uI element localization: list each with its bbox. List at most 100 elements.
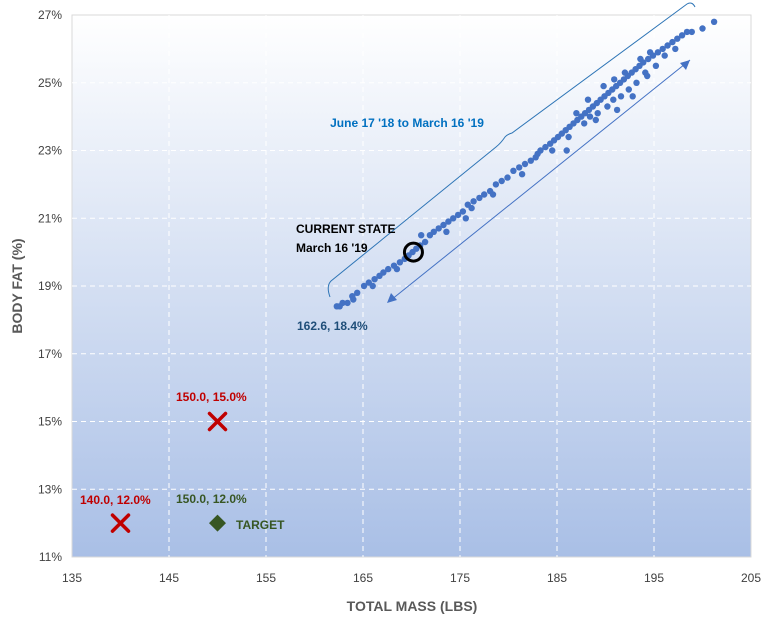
- data-point: [369, 282, 376, 290]
- x-tick-label: 185: [547, 571, 567, 585]
- x-tick-label: 205: [741, 571, 761, 585]
- x-tick-label: 165: [353, 571, 373, 585]
- arrow-head-down: [387, 293, 397, 303]
- data-point: [645, 55, 652, 63]
- goal-marker-140-12: [110, 513, 131, 533]
- y-tick-label: 19%: [38, 279, 62, 293]
- arrow-head-up: [680, 60, 690, 70]
- data-point: [629, 93, 636, 100]
- y-tick-label: 25%: [38, 76, 62, 90]
- plot-area: [71, 14, 752, 558]
- data-point: [435, 225, 442, 232]
- period-bracket: [327, 2, 696, 298]
- data-point: [396, 259, 404, 266]
- target-label: TARGET: [236, 518, 285, 532]
- data-point: [527, 157, 534, 164]
- data-point: [621, 69, 629, 76]
- data-point: [646, 49, 654, 56]
- data-point: [470, 198, 477, 205]
- current-state-title: CURRENT STATE: [296, 222, 396, 236]
- data-point: [354, 289, 361, 296]
- target-value-label: 150.0, 12.0%: [176, 492, 247, 506]
- goal-x-stroke: [110, 513, 131, 533]
- data-point: [418, 232, 425, 239]
- data-point: [468, 204, 475, 212]
- data-point: [652, 62, 660, 69]
- data-point: [454, 211, 462, 219]
- data-point: [443, 228, 450, 235]
- x-tick-label: 135: [62, 571, 82, 585]
- data-point: [683, 28, 691, 36]
- trend-arrow-up: [390, 59, 691, 301]
- x-tick-label: 175: [450, 571, 470, 585]
- data-point: [360, 282, 368, 290]
- x-tick-label: 145: [159, 571, 179, 585]
- data-point: [674, 35, 681, 42]
- target-marker: [209, 514, 226, 532]
- data-point: [462, 215, 469, 222]
- data-point: [573, 110, 580, 117]
- data-point: [518, 171, 526, 178]
- goal-x-stroke: [207, 411, 228, 432]
- data-point: [592, 116, 599, 124]
- data-point: [637, 55, 644, 63]
- data-point: [492, 181, 500, 188]
- data-point: [498, 177, 505, 185]
- data-points: [333, 18, 718, 310]
- data-point: [678, 32, 686, 39]
- data-point: [654, 49, 662, 56]
- data-point: [549, 147, 556, 154]
- data-point: [489, 191, 497, 198]
- data-point: [521, 160, 529, 168]
- start-point-label: 162.6, 18.4%: [297, 319, 368, 333]
- current-state-marker: [402, 241, 424, 263]
- grid-lines: [72, 15, 751, 557]
- current-state-date: March 16 '19: [296, 241, 368, 255]
- data-point: [445, 218, 452, 225]
- y-tick-label: 15%: [38, 415, 62, 429]
- data-point: [510, 167, 517, 174]
- goal-marker-150-15: [207, 411, 228, 432]
- data-point: [688, 28, 695, 36]
- data-point: [659, 45, 666, 53]
- data-point: [380, 269, 387, 276]
- data-point: [699, 25, 706, 32]
- data-point: [611, 76, 618, 83]
- data-point: [644, 72, 651, 80]
- y-tick-label: 23%: [38, 144, 62, 158]
- data-point: [371, 276, 378, 283]
- data-point: [600, 82, 607, 90]
- x-tick-label: 195: [644, 571, 664, 585]
- data-point: [534, 150, 541, 158]
- data-point: [440, 221, 447, 229]
- data-point: [350, 296, 357, 303]
- y-axis-title: BODY FAT (%): [9, 238, 25, 333]
- goal2-label: 140.0, 12.0%: [80, 493, 151, 507]
- data-point: [672, 45, 679, 53]
- data-point: [584, 96, 592, 103]
- x-axis-title: TOTAL MASS (LBS): [347, 598, 478, 614]
- data-point: [476, 194, 483, 202]
- y-axis-ticks: 11% 13% 15% 17% 19% 21% 23% 25% 27%: [38, 8, 62, 564]
- data-point: [430, 228, 437, 235]
- data-point: [344, 299, 351, 307]
- x-tick-label: 155: [256, 571, 276, 585]
- y-tick-label: 21%: [38, 211, 62, 225]
- data-point: [393, 265, 401, 273]
- data-point: [516, 164, 523, 171]
- data-point: [385, 265, 392, 273]
- y-tick-label: 17%: [38, 347, 62, 361]
- data-point: [565, 133, 572, 141]
- data-point: [617, 93, 625, 100]
- data-point: [633, 79, 640, 87]
- data-point: [450, 215, 457, 222]
- data-point: [563, 147, 570, 154]
- data-point: [481, 191, 488, 198]
- data-point: [625, 86, 632, 93]
- data-point: [669, 38, 676, 46]
- data-point: [542, 143, 549, 151]
- data-point: [610, 96, 617, 103]
- data-point: [613, 106, 621, 114]
- x-axis-ticks: 135 145 155 165 175 185 195 205: [62, 571, 761, 585]
